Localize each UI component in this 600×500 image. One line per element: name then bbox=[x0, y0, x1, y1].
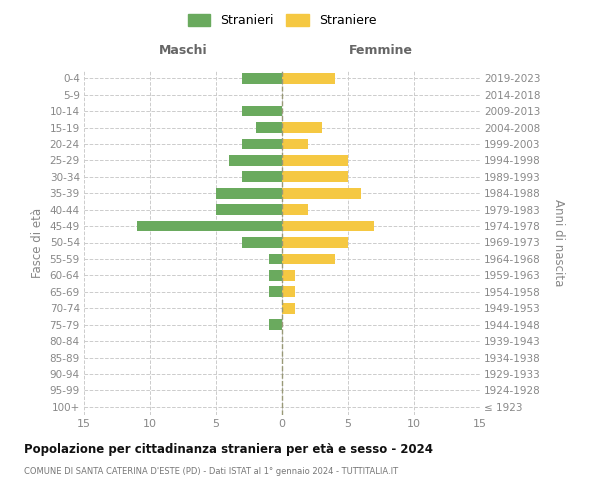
Y-axis label: Anni di nascita: Anni di nascita bbox=[552, 199, 565, 286]
Text: Femmine: Femmine bbox=[349, 44, 413, 57]
Bar bbox=[282, 270, 295, 280]
Bar bbox=[229, 155, 282, 166]
Text: Maschi: Maschi bbox=[158, 44, 208, 57]
Text: Popolazione per cittadinanza straniera per età e sesso - 2024: Popolazione per cittadinanza straniera p… bbox=[24, 442, 433, 456]
Bar bbox=[137, 220, 282, 232]
Bar bbox=[269, 254, 282, 264]
Bar bbox=[269, 270, 282, 280]
Bar bbox=[269, 320, 282, 330]
Bar bbox=[256, 122, 282, 133]
Bar bbox=[242, 172, 282, 182]
Y-axis label: Fasce di età: Fasce di età bbox=[31, 208, 44, 278]
Bar bbox=[282, 138, 308, 149]
Bar bbox=[242, 73, 282, 84]
Bar bbox=[282, 220, 374, 232]
Bar bbox=[282, 155, 348, 166]
Bar bbox=[282, 254, 335, 264]
Bar bbox=[282, 237, 348, 248]
Bar bbox=[242, 138, 282, 149]
Bar bbox=[282, 188, 361, 198]
Bar bbox=[269, 286, 282, 297]
Bar bbox=[282, 204, 308, 215]
Legend: Stranieri, Straniere: Stranieri, Straniere bbox=[188, 14, 376, 28]
Bar bbox=[282, 122, 322, 133]
Bar bbox=[242, 106, 282, 117]
Bar bbox=[216, 204, 282, 215]
Text: COMUNE DI SANTA CATERINA D'ESTE (PD) - Dati ISTAT al 1° gennaio 2024 - TUTTITALI: COMUNE DI SANTA CATERINA D'ESTE (PD) - D… bbox=[24, 468, 398, 476]
Bar bbox=[282, 172, 348, 182]
Bar bbox=[282, 73, 335, 84]
Bar bbox=[282, 303, 295, 314]
Bar bbox=[216, 188, 282, 198]
Bar bbox=[282, 286, 295, 297]
Bar bbox=[242, 237, 282, 248]
